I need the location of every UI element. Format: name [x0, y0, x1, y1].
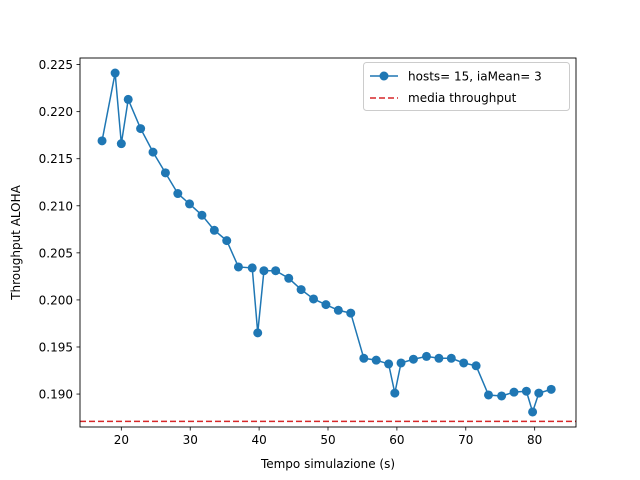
data-point [185, 199, 195, 209]
data-point [390, 388, 400, 398]
data-point [396, 358, 406, 368]
x-tick-label: 70 [458, 433, 473, 447]
legend-label-hosts: hosts= 15, iaMean= 3 [408, 70, 542, 84]
data-point [110, 68, 120, 78]
y-tick-label: 0.215 [39, 152, 73, 166]
data-point [136, 124, 146, 134]
x-tick-label: 50 [320, 433, 335, 447]
y-axis: 0.190 0.195 0.200 0.205 0.210 0.215 0.220 0.225 [39, 58, 80, 402]
data-point [222, 236, 232, 246]
data-point [197, 210, 207, 220]
data-point [123, 94, 133, 104]
series-layer [97, 68, 556, 417]
data-point [528, 407, 538, 417]
x-tick-label: 40 [251, 433, 266, 447]
legend-box [363, 62, 570, 111]
y-tick-label: 0.195 [39, 340, 73, 354]
y-tick-label: 0.225 [39, 58, 73, 72]
data-point [434, 353, 444, 363]
data-point [333, 305, 343, 315]
y-tick-label: 0.205 [39, 246, 73, 260]
data-point [459, 358, 469, 368]
data-point [97, 136, 107, 146]
data-point [116, 139, 126, 149]
data-point [534, 388, 544, 398]
legend-label-mean: media throughput [408, 91, 517, 105]
legend: hosts= 15, iaMean= 3 media throughput [363, 62, 570, 111]
data-point [160, 168, 170, 178]
x-axis: 20 30 40 50 60 70 80 [114, 427, 542, 447]
y-tick-label: 0.220 [39, 105, 73, 119]
data-point [497, 391, 507, 401]
data-point [408, 354, 418, 364]
x-tick-label: 80 [527, 433, 542, 447]
data-point [484, 390, 494, 400]
data-point [309, 294, 319, 304]
x-axis-label: Tempo simulazione (s) [260, 457, 395, 471]
data-point [259, 266, 269, 276]
data-point [546, 384, 556, 394]
data-point [446, 353, 456, 363]
data-point [233, 262, 243, 272]
legend-marker-hosts [379, 71, 389, 81]
data-point [247, 263, 257, 273]
y-tick-label: 0.190 [39, 388, 73, 402]
data-point [173, 189, 183, 199]
y-axis-label: Throughput ALOHA [9, 184, 23, 300]
data-point [509, 387, 519, 397]
data-point [371, 355, 381, 365]
x-tick-label: 20 [114, 433, 129, 447]
data-point [253, 328, 263, 338]
x-tick-label: 60 [389, 433, 404, 447]
data-point [384, 359, 394, 369]
data-point [346, 308, 356, 318]
data-point [521, 386, 531, 396]
data-point [271, 266, 281, 276]
data-point [209, 225, 219, 235]
y-tick-label: 0.200 [39, 293, 73, 307]
data-point [422, 351, 432, 361]
data-point [359, 353, 369, 363]
data-point [296, 285, 306, 295]
x-tick-label: 30 [183, 433, 198, 447]
data-point [284, 273, 294, 283]
y-tick-label: 0.210 [39, 199, 73, 213]
data-point [471, 361, 481, 371]
data-point [148, 147, 158, 157]
data-point [321, 300, 331, 310]
